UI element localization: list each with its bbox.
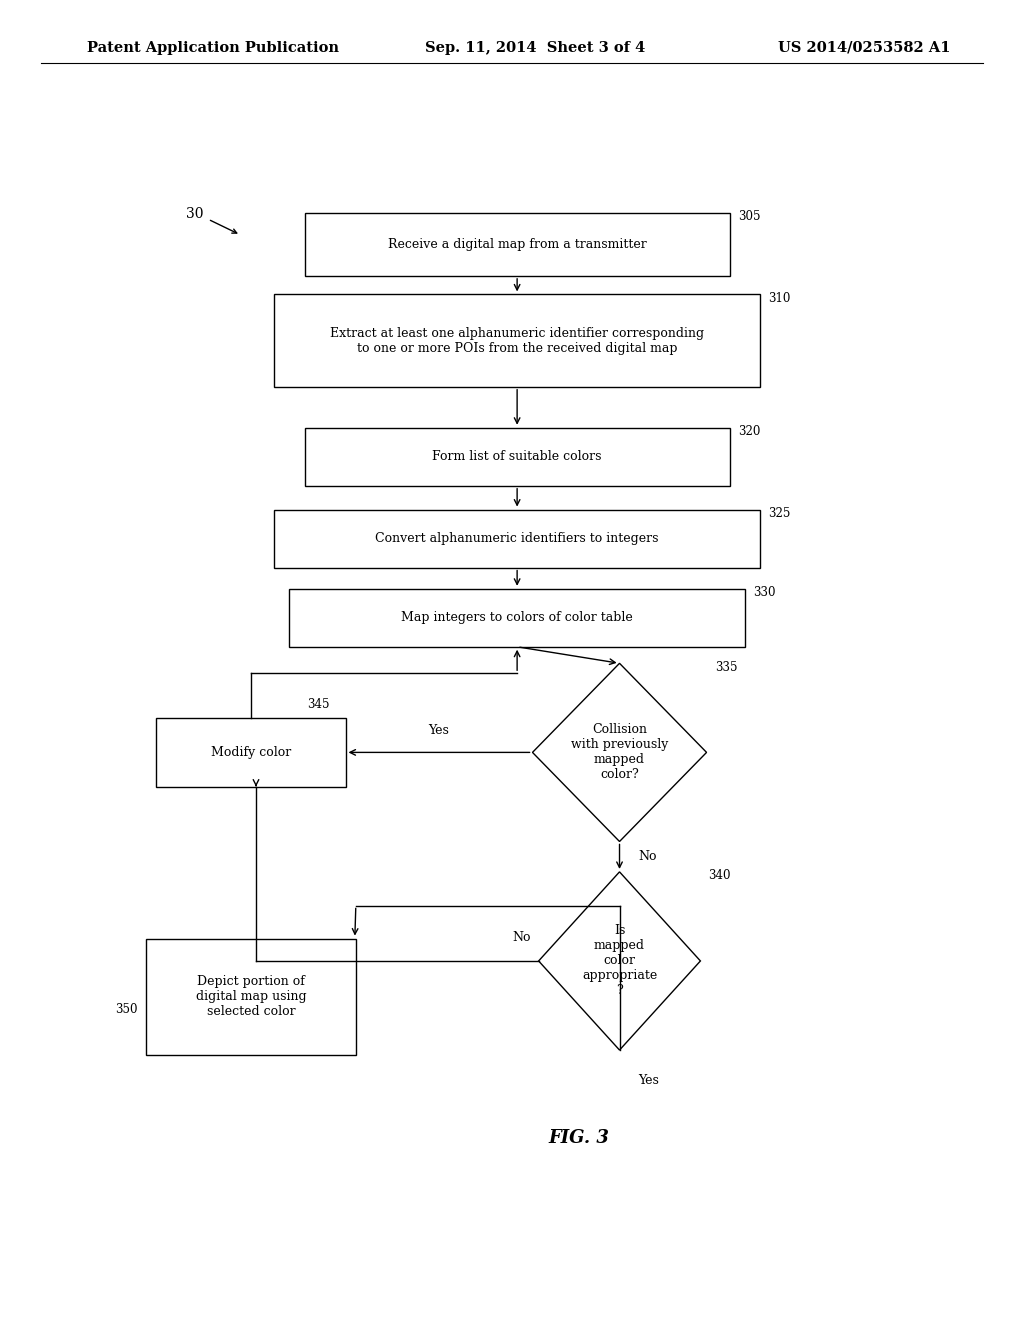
FancyBboxPatch shape — [305, 213, 729, 276]
Text: Convert alphanumeric identifiers to integers: Convert alphanumeric identifiers to inte… — [376, 532, 658, 545]
Text: Form list of suitable colors: Form list of suitable colors — [432, 450, 602, 463]
FancyBboxPatch shape — [305, 428, 729, 486]
Text: Yes: Yes — [429, 723, 450, 737]
Text: 340: 340 — [709, 869, 731, 882]
Text: Map integers to colors of color table: Map integers to colors of color table — [401, 611, 633, 624]
Text: 310: 310 — [768, 292, 791, 305]
Text: Receive a digital map from a transmitter: Receive a digital map from a transmitter — [388, 238, 646, 251]
Text: 350: 350 — [116, 1003, 137, 1016]
Text: 335: 335 — [715, 660, 737, 673]
Text: Depict portion of
digital map using
selected color: Depict portion of digital map using sele… — [196, 975, 306, 1018]
Text: 325: 325 — [768, 507, 791, 520]
Text: Is
mapped
color
appropriate
?: Is mapped color appropriate ? — [582, 924, 657, 998]
FancyBboxPatch shape — [146, 939, 356, 1055]
Polygon shape — [539, 871, 700, 1051]
Text: Extract at least one alphanumeric identifier corresponding
to one or more POIs f: Extract at least one alphanumeric identi… — [330, 326, 705, 355]
FancyBboxPatch shape — [289, 589, 745, 647]
FancyBboxPatch shape — [274, 294, 760, 387]
Text: Collision
with previously
mapped
color?: Collision with previously mapped color? — [570, 723, 669, 781]
Text: Patent Application Publication: Patent Application Publication — [87, 41, 339, 54]
Text: Yes: Yes — [638, 1074, 658, 1086]
Text: US 2014/0253582 A1: US 2014/0253582 A1 — [778, 41, 950, 54]
Text: 305: 305 — [737, 210, 760, 223]
Polygon shape — [532, 663, 707, 842]
Text: 30: 30 — [185, 207, 204, 220]
Text: Sep. 11, 2014  Sheet 3 of 4: Sep. 11, 2014 Sheet 3 of 4 — [425, 41, 645, 54]
Text: No: No — [638, 850, 656, 863]
Text: FIG. 3: FIG. 3 — [548, 1129, 609, 1147]
Text: 330: 330 — [754, 586, 775, 599]
Text: 320: 320 — [737, 425, 760, 438]
Text: Modify color: Modify color — [211, 746, 291, 759]
FancyBboxPatch shape — [274, 510, 760, 568]
Text: 345: 345 — [307, 698, 330, 711]
FancyBboxPatch shape — [156, 718, 346, 787]
Text: No: No — [512, 931, 530, 944]
